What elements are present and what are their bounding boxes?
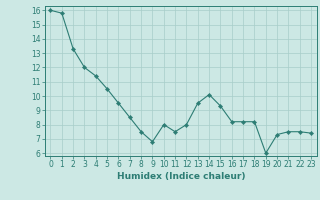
X-axis label: Humidex (Indice chaleur): Humidex (Indice chaleur) — [116, 172, 245, 181]
